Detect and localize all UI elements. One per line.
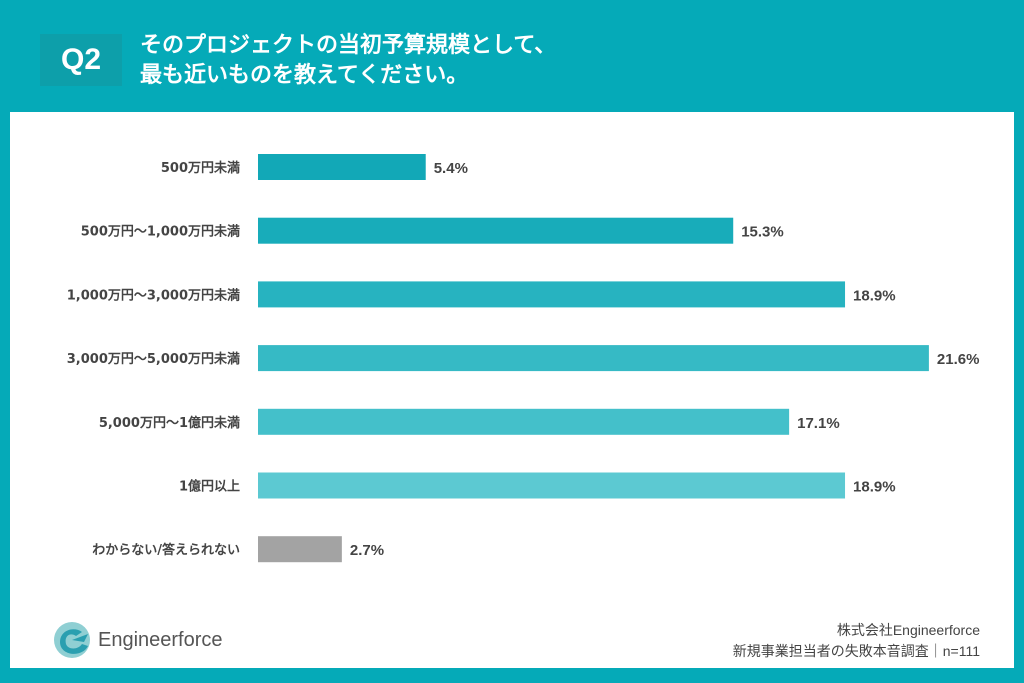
company-name: 株式会社Engineerforce [836,622,980,638]
engineerforce-logo: Engineerforce [52,620,223,660]
data-label: 18.9% [853,287,896,304]
bar [258,472,846,499]
data-label: 2.7% [350,542,384,559]
bar [258,536,342,563]
data-label: 17.1% [797,415,840,432]
category-label: 5,000万円〜1億円未満 [99,415,240,431]
category-label: 500万円未満 [161,160,240,176]
question-title: そのプロジェクトの当初予算規模として、 最も近いものを教えてください。 [140,31,556,91]
survey-info: 新規事業担当者の失敗本音調査｜n=111 [732,643,980,659]
data-label: 21.6% [937,351,980,368]
category-label: わからない/答えられない [92,542,240,558]
question-title-line1: そのプロジェクトの当初予算規模として、 [140,33,557,58]
logo-text: Engineerforce [98,628,223,651]
data-label: 5.4% [434,160,468,177]
question-title-line2: 最も近いものを教えてください。 [140,63,469,88]
chart-panel [10,112,1014,668]
bar [258,281,846,308]
question-badge: Q2 [40,34,122,86]
category-label: 3,000万円〜5,000万円未満 [67,351,240,367]
credit: 株式会社Engineerforce 新規事業担当者の失敗本音調査｜n=111 [733,620,980,662]
category-label: 1億円以上 [179,479,240,495]
data-label: 15.3% [741,224,784,241]
bar [258,154,426,180]
bar [258,217,734,244]
data-label: 18.9% [853,479,896,496]
logo-icon [54,622,90,658]
bar [258,345,929,372]
bar [258,408,790,435]
category-label: 500万円〜1,000万円未満 [81,224,240,240]
category-label: 1,000万円〜3,000万円未満 [67,287,240,303]
